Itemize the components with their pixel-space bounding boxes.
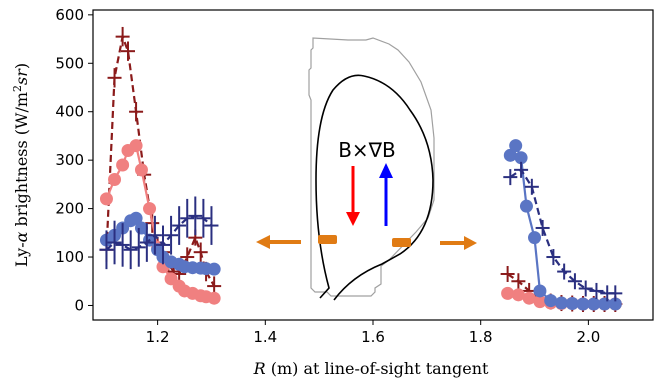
data-point (99, 192, 113, 206)
series-3 (99, 161, 623, 302)
y-axis-label-sr: sr (12, 68, 31, 85)
data-point (116, 158, 130, 172)
x-tick-label: 1.2 (146, 328, 170, 346)
y-tick-label: 600 (55, 6, 84, 24)
y-tick-label: 300 (55, 151, 84, 169)
data-point (514, 151, 528, 165)
y-axis-label-sup: 2 (11, 85, 24, 92)
series-line (506, 273, 616, 306)
data-point (554, 296, 568, 310)
x-axis-label-rest: (m) at line-of-sight tangent (266, 359, 489, 378)
data-point (207, 291, 221, 305)
vessel-wall-outline (308, 37, 435, 297)
series-line (509, 168, 616, 295)
orange-arrow-right (440, 236, 477, 250)
data-point (608, 297, 622, 311)
x-tick-label: 2.0 (576, 328, 600, 346)
x-axis-label: R (m) at line-of-sight tangent (253, 359, 489, 378)
plasma-separatrix (315, 74, 434, 301)
data-point (503, 148, 517, 162)
y-axis-label-alpha: α (12, 231, 31, 242)
grad-b-arrow-red-head (346, 212, 360, 226)
y-axis-label-pre: Ly- (12, 242, 31, 267)
data-point (522, 291, 536, 305)
grad-b-arrow-blue-head (379, 163, 393, 178)
data-point (587, 297, 601, 311)
data-point (533, 284, 547, 298)
y-axis-label-mid: brightness (W/m (12, 92, 31, 232)
line-of-sight-marker-right (392, 238, 411, 247)
data-point (108, 173, 122, 187)
data-point (519, 199, 533, 213)
x-axis-label-italic: R (253, 359, 266, 378)
data-point (129, 211, 143, 225)
data-point (509, 139, 523, 153)
y-tick-label: 0 (74, 296, 84, 314)
tokamak-inset: B×∇B (256, 37, 477, 301)
data-point (565, 297, 579, 311)
series-layer (99, 26, 623, 313)
data-point (544, 294, 558, 308)
data-point (511, 288, 525, 302)
data-point (501, 286, 515, 300)
y-tick-label: 400 (55, 103, 84, 121)
line-of-sight-marker-left (318, 235, 337, 244)
data-point (207, 262, 221, 276)
data-point (528, 231, 542, 245)
data-point (129, 139, 143, 153)
data-point (134, 163, 148, 177)
x-tick-label: 1.8 (469, 328, 493, 346)
y-tick-label: 100 (55, 248, 84, 266)
x-tick-label: 1.4 (253, 328, 277, 346)
orange-arrow-left (256, 235, 301, 249)
data-point (143, 202, 157, 216)
data-point (576, 297, 590, 311)
y-tick-label: 200 (55, 200, 84, 218)
data-point (533, 295, 547, 309)
b-cross-grad-b-label: B×∇B (338, 138, 396, 162)
y-axis-label-post: ) (12, 63, 31, 69)
series-2 (99, 139, 622, 311)
y-tick-label: 500 (55, 54, 84, 72)
x-tick-label: 1.6 (361, 328, 385, 346)
axis-ticks: 0 100 200 300 400 500 600 1.2 1.4 1.6 1.8 2.0 (55, 6, 600, 346)
y-axis-label: Ly-α brightness (W/m2sr) (11, 63, 31, 267)
